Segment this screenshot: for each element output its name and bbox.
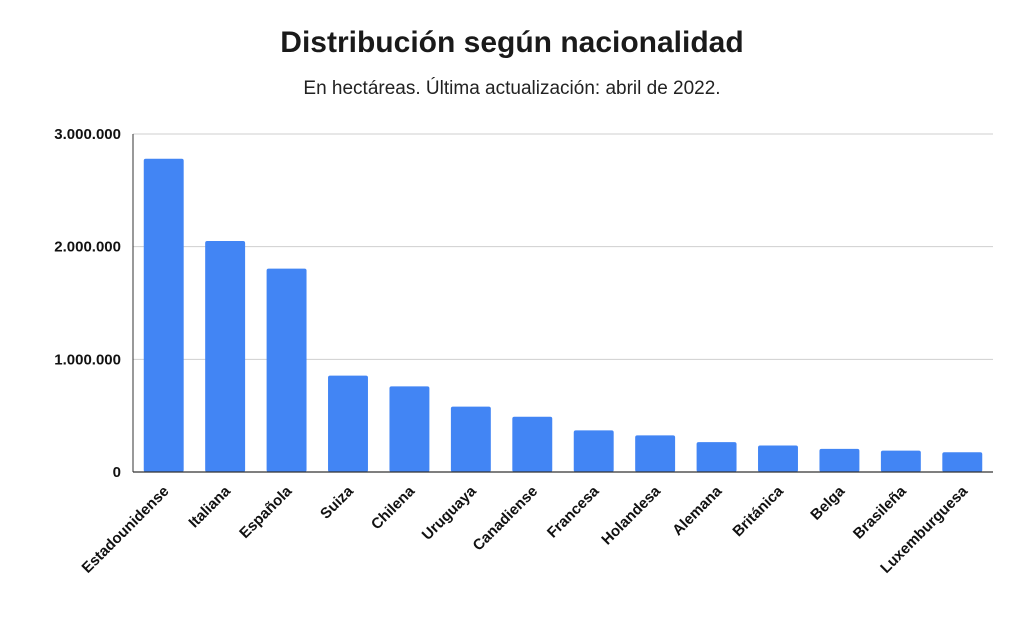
x-tick-label: Española — [236, 482, 296, 542]
bar — [328, 375, 368, 472]
bar — [942, 452, 983, 472]
chart-title: Distribución según nacionalidad — [280, 26, 744, 59]
x-tick-label: Canadiense — [470, 483, 542, 555]
x-tick-label: Británica — [729, 482, 787, 540]
bar — [635, 435, 676, 472]
x-tick-label: Estadounidense — [79, 483, 173, 577]
x-tick-label: Francesa — [544, 482, 603, 541]
bar — [696, 442, 737, 472]
bar — [205, 241, 246, 472]
y-tick-label: 3.000.000 — [54, 126, 121, 143]
chart-subtitle: En hectáreas. Última actualización: abri… — [303, 78, 721, 99]
bar — [758, 445, 798, 472]
y-tick-label: 0 — [113, 464, 121, 481]
bar — [266, 268, 307, 472]
y-tick-label: 1.000.000 — [54, 351, 121, 368]
x-tick-label: Italiana — [185, 482, 234, 531]
bar — [819, 448, 860, 472]
bar — [512, 416, 553, 472]
x-tick-label: Brasileña — [850, 482, 910, 542]
x-tick-label: Belga — [807, 482, 848, 523]
bar — [143, 158, 184, 472]
x-tick-label: Chilena — [368, 482, 419, 533]
x-tick-label: Suiza — [317, 482, 357, 522]
bar — [389, 386, 430, 472]
bar — [880, 450, 921, 472]
x-tick-label: Holandesa — [598, 482, 664, 548]
x-tick-label: Uruguaya — [419, 482, 480, 543]
bar — [450, 406, 491, 472]
x-tick-label: Alemana — [669, 482, 726, 539]
bar — [573, 430, 614, 472]
y-tick-label: 2.000.000 — [54, 239, 121, 256]
